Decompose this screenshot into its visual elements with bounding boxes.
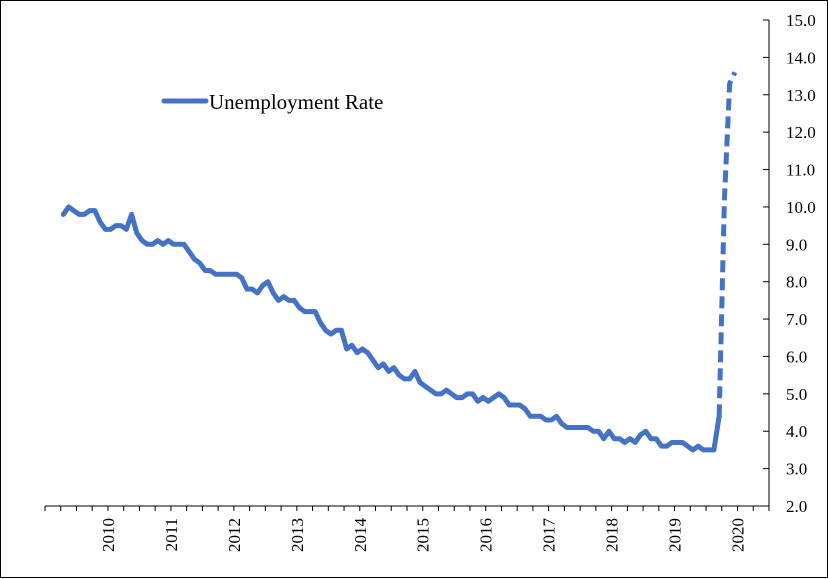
x-tick-label: 2011 bbox=[162, 518, 181, 551]
y-tick-label: 7.0 bbox=[786, 310, 807, 329]
x-tick-label: 2019 bbox=[666, 518, 685, 552]
x-tick-labels: 2010 2011 2012 2013 2014 2015 2016 2017 2018 2019… bbox=[99, 518, 748, 553]
y-tick-label: 10.0 bbox=[786, 198, 816, 217]
x-axis: 2010 2011 2012 2013 2014 2015 2016 2017 2018 2019… bbox=[44, 505, 770, 553]
x-tick-label: 2015 bbox=[414, 518, 433, 552]
legend-label: Unemployment Rate bbox=[209, 90, 383, 114]
y-tick-label: 6.0 bbox=[786, 347, 807, 366]
x-minor-ticks bbox=[44, 506, 770, 511]
y-tick-label: 3.0 bbox=[786, 460, 807, 479]
y-tick-label: 2.0 bbox=[786, 497, 807, 516]
unemployment-rate-line bbox=[60, 204, 722, 453]
y-ticks bbox=[763, 19, 769, 507]
legend: Unemployment Rate bbox=[161, 90, 383, 114]
y-tick-label: 9.0 bbox=[786, 235, 807, 254]
y-tick-label: 4.0 bbox=[786, 422, 807, 441]
y-tick-label: 8.0 bbox=[786, 273, 807, 292]
x-tick-label: 2017 bbox=[540, 518, 559, 553]
y-tick-labels: 2.0 3.0 4.0 5.0 6.0 7.0 8.0 9.0 10.0 11.0 12.0 13.0… bbox=[786, 11, 816, 516]
y-tick-label: 5.0 bbox=[786, 385, 807, 404]
x-tick-label: 2010 bbox=[99, 518, 118, 552]
y-tick-label: 14.0 bbox=[786, 48, 816, 67]
y-tick-label: 11.0 bbox=[786, 161, 815, 180]
x-tick-label: 2012 bbox=[225, 518, 244, 552]
y-tick-label: 13.0 bbox=[786, 86, 816, 105]
y-tick-label: 15.0 bbox=[786, 11, 816, 30]
x-tick-label: 2013 bbox=[288, 518, 307, 552]
y-tick-label: 12.0 bbox=[786, 123, 816, 142]
x-tick-label: 2018 bbox=[603, 518, 622, 552]
x-tick-label: 2020 bbox=[729, 518, 748, 552]
dashed-series-line bbox=[716, 71, 738, 417]
y-axis: 2.0 3.0 4.0 5.0 6.0 7.0 8.0 9.0 10.0 11.0 12.0 13.0… bbox=[763, 11, 816, 516]
series-layer bbox=[60, 71, 738, 453]
x-tick-label: 2016 bbox=[477, 518, 496, 552]
x-tick-label: 2014 bbox=[351, 518, 370, 553]
